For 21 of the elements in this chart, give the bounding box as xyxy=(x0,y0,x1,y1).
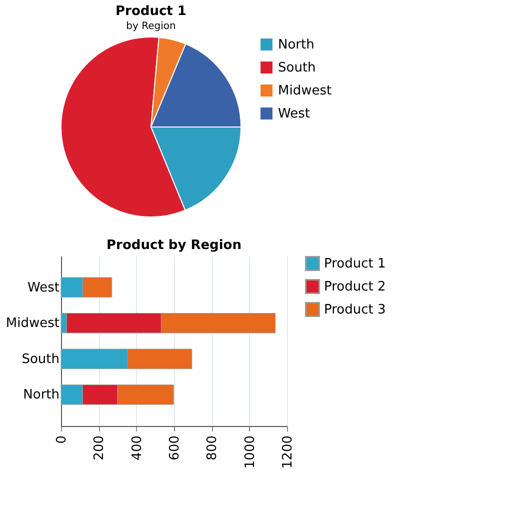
x-tick-label: 200 xyxy=(92,436,108,460)
x-tick-label: 0 xyxy=(54,436,70,444)
y-tick-label: South xyxy=(22,352,60,367)
legend-label: North xyxy=(278,38,314,52)
chart-title: Product 1 xyxy=(116,4,186,19)
chart-title: Product by Region xyxy=(106,238,242,253)
legend-label: Product 1 xyxy=(324,256,386,272)
y-tick-label: North xyxy=(23,388,60,403)
y-tick-label: Midwest xyxy=(6,316,60,332)
legend-label: Product 2 xyxy=(324,280,386,294)
legend-label: Product 3 xyxy=(324,302,386,318)
legend-label: Midwest xyxy=(278,84,332,98)
x-tick-label: 1000 xyxy=(242,436,258,469)
chart-subtitle: by Region xyxy=(126,21,176,32)
x-tick-label: 600 xyxy=(168,436,182,460)
legend-label: South xyxy=(278,60,316,76)
legend-label: West xyxy=(278,106,310,122)
y-tick-label: West xyxy=(28,280,60,296)
x-tick-label: 800 xyxy=(205,436,220,460)
x-tick-label: 400 xyxy=(130,436,145,460)
x-tick-label: 1200 xyxy=(280,436,296,469)
